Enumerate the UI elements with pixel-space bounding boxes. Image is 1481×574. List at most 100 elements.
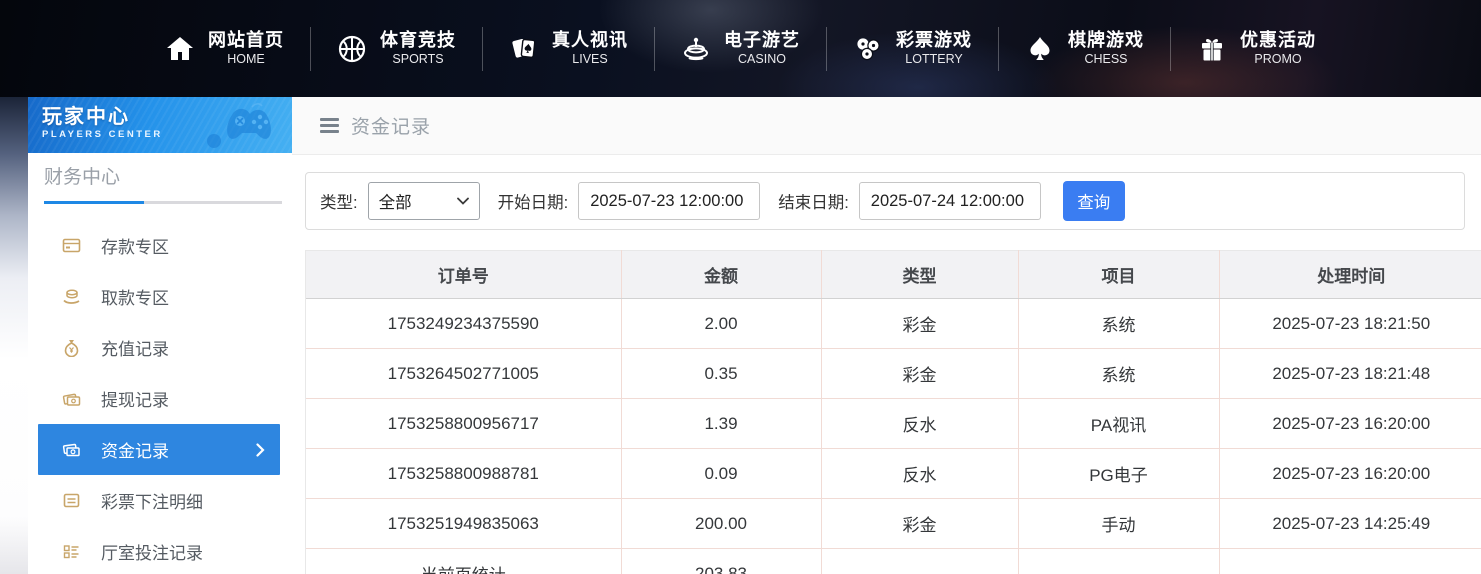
table-row: 1753251949835063 200.00 彩金 手动 2025-07-23… — [306, 498, 1481, 549]
filter-panel: 类型: 全部 开始日期: 结束日期: 查询 — [305, 172, 1465, 230]
players-center-title-zh: 玩家中心 — [42, 106, 130, 128]
basketball-icon — [338, 35, 366, 62]
page-title: 资金记录 — [351, 117, 432, 138]
col-header-type: 类型 — [821, 250, 1019, 299]
cell-time: 2025-07-23 16:20:00 — [1219, 398, 1481, 449]
nav-item-promo[interactable]: 优惠活动 PROMO — [1171, 19, 1342, 79]
table-row: 1753264502771005 0.35 彩金 系统 2025-07-23 1… — [306, 348, 1481, 399]
sidebar-item-label: 彩票下注明细 — [101, 493, 203, 512]
cell-project: 系统 — [1018, 348, 1220, 399]
nav-label-en: LIVES — [572, 51, 608, 66]
sidebar-item-hall-bet-record[interactable]: 厅室投注记录 — [28, 526, 292, 574]
nav-label-zh: 体育竞技 — [380, 30, 456, 51]
sidebar-item-label: 存款专区 — [101, 238, 169, 257]
col-header-project: 项目 — [1018, 250, 1220, 299]
nav-label-zh: 真人视讯 — [552, 30, 628, 51]
sidebar-menu: 存款专区 取款专区 充值记录 提现记录 资金记录 彩票下注明细 厅室投注记录 — [28, 220, 292, 574]
summary-label: 当前页统计 — [306, 548, 622, 574]
table-row: 1753249234375590 2.00 彩金 系统 2025-07-23 1… — [306, 298, 1481, 349]
col-header-amount: 金额 — [621, 250, 822, 299]
cell-time: 2025-07-23 16:20:00 — [1219, 448, 1481, 499]
sidebar-item-label: 提现记录 — [101, 391, 169, 410]
nav-label-zh: 彩票游戏 — [896, 30, 972, 51]
nav-item-chess[interactable]: 棋牌游戏 CHESS — [999, 19, 1170, 79]
sidebar-item-deposit[interactable]: 存款专区 — [28, 220, 292, 271]
type-select[interactable]: 全部 — [367, 182, 480, 220]
sidebar: 玩家中心 PLAYERS CENTER 财务中心 存款专区 取款专区 — [28, 97, 292, 574]
playing-cards-icon — [512, 38, 536, 58]
players-center-banner: 玩家中心 PLAYERS CENTER — [28, 97, 292, 153]
nav-label-zh: 棋牌游戏 — [1068, 30, 1144, 51]
cell-amount: 0.09 — [621, 448, 822, 499]
nav-label-zh: 网站首页 — [208, 30, 284, 51]
nav-item-home[interactable]: 网站首页 HOME — [139, 19, 310, 79]
funds-table: 订单号 金额 类型 项目 处理时间 1753249234375590 2.00 … — [305, 250, 1481, 574]
cell-order-no: 1753258800956717 — [306, 398, 622, 449]
spade-icon — [1030, 36, 1050, 60]
cell-project: 手动 — [1018, 498, 1220, 549]
sidebar-item-label: 充值记录 — [101, 340, 169, 359]
hall-bet-record-icon — [63, 545, 79, 559]
nav-item-casino[interactable]: 电子游艺 CASINO — [655, 19, 826, 79]
nav-item-lottery[interactable]: 彩票游戏 LOTTERY — [827, 19, 998, 79]
cell-time: 2025-07-23 14:25:49 — [1219, 498, 1481, 549]
sidebar-item-lottery-bet-detail[interactable]: 彩票下注明细 — [28, 475, 292, 526]
start-date-label: 开始日期: — [497, 194, 569, 212]
page-header: 资金记录 — [292, 97, 1481, 155]
summary-empty — [1219, 548, 1481, 574]
cell-order-no: 1753258800988781 — [306, 448, 622, 499]
sidebar-section-label: 财务中心 — [44, 167, 121, 188]
col-header-order-no: 订单号 — [306, 250, 622, 299]
chevron-down-icon — [456, 197, 469, 205]
cell-amount: 2.00 — [621, 298, 822, 349]
chevron-right-icon — [256, 442, 265, 457]
cell-project: PG电子 — [1018, 448, 1220, 499]
cell-type: 彩金 — [821, 498, 1019, 549]
start-date-input[interactable] — [578, 182, 761, 220]
nav-separator — [998, 26, 999, 71]
cashout-record-icon — [62, 393, 81, 406]
withdraw-icon — [63, 289, 80, 304]
type-label: 类型: — [320, 194, 358, 212]
sidebar-item-label: 厅室投注记录 — [101, 544, 203, 563]
search-button[interactable]: 查询 — [1062, 181, 1125, 221]
nav-item-sports[interactable]: 体育竞技 SPORTS — [311, 19, 482, 79]
end-date-input[interactable] — [858, 182, 1041, 220]
nav-separator — [654, 26, 655, 71]
table-header-row: 订单号 金额 类型 项目 处理时间 — [306, 250, 1481, 299]
table-summary-row: 当前页统计 203.83 — [306, 548, 1481, 574]
sidebar-item-label: 取款专区 — [101, 289, 169, 308]
type-select-value: 全部 — [378, 194, 412, 212]
sidebar-item-recharge-record[interactable]: 充值记录 — [28, 322, 292, 373]
cell-amount: 0.35 — [621, 348, 822, 399]
nav-separator — [1170, 26, 1171, 71]
nav-separator — [482, 26, 483, 71]
cell-amount: 200.00 — [621, 498, 822, 549]
sidebar-item-withdraw[interactable]: 取款专区 — [28, 271, 292, 322]
cell-order-no: 1753251949835063 — [306, 498, 622, 549]
nav-label-en: CASINO — [738, 51, 786, 66]
players-center-title-en: PLAYERS CENTER — [42, 129, 163, 140]
cell-type: 反水 — [821, 448, 1019, 499]
summary-amount: 203.83 — [621, 548, 822, 574]
sidebar-item-cashout-record[interactable]: 提现记录 — [28, 373, 292, 424]
nav-separator — [826, 26, 827, 71]
cell-order-no: 1753264502771005 — [306, 348, 622, 399]
cell-type: 彩金 — [821, 298, 1019, 349]
nav-item-lives[interactable]: 真人视讯 LIVES — [483, 19, 654, 79]
cell-project: PA视讯 — [1018, 398, 1220, 449]
sidebar-item-funds-record[interactable]: 资金记录 — [38, 424, 280, 475]
sidebar-section-finance: 财务中心 — [28, 153, 292, 204]
nav-label-en: LOTTERY — [905, 51, 963, 66]
nav-label-en: HOME — [227, 51, 265, 66]
nav-separator — [310, 26, 311, 71]
cell-time: 2025-07-23 18:21:50 — [1219, 298, 1481, 349]
recharge-record-icon — [64, 340, 79, 357]
funds-record-icon — [62, 443, 80, 457]
summary-empty — [821, 548, 1019, 574]
nav-label-en: SPORTS — [392, 51, 444, 66]
page-background-strip — [0, 97, 28, 574]
menu-toggle-icon[interactable] — [320, 118, 339, 133]
summary-empty — [1018, 548, 1220, 574]
lottery-bet-detail-icon — [63, 493, 80, 508]
